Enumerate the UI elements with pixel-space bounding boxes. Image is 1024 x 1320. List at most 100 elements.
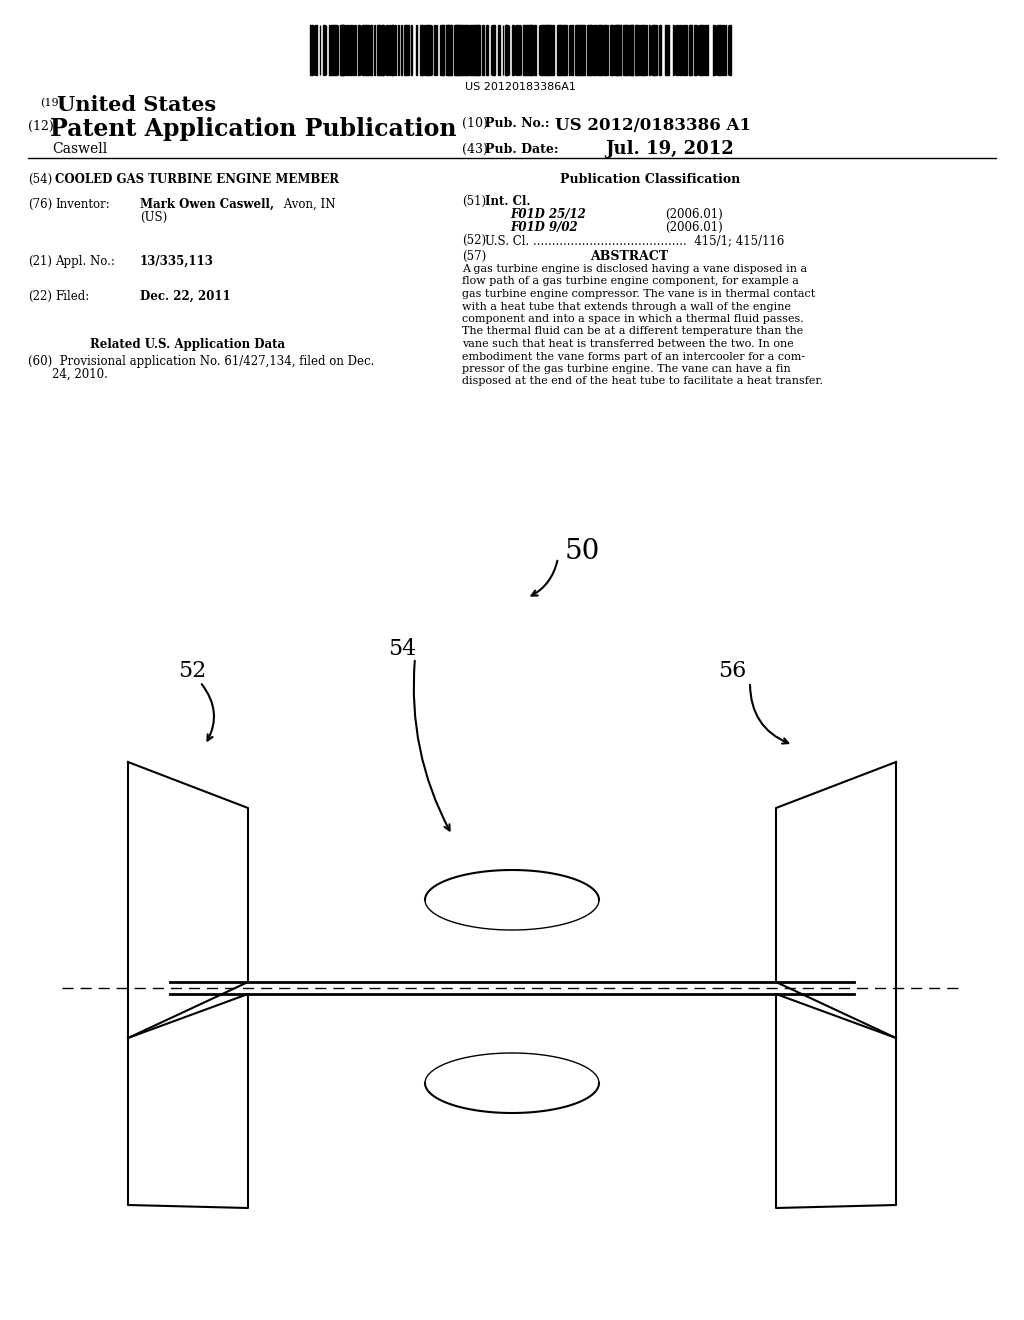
Text: Filed:: Filed: [55, 290, 89, 304]
Bar [442, 25, 443, 75]
Bar [614, 25, 617, 75]
Bar [637, 25, 639, 75]
Bar [455, 25, 457, 75]
Bar [615, 25, 618, 75]
Text: ABSTRACT: ABSTRACT [590, 249, 668, 263]
Bar [499, 25, 501, 75]
Text: Inventor:: Inventor: [55, 198, 110, 211]
Bar [545, 25, 547, 75]
Text: Pub. No.:: Pub. No.: [485, 117, 550, 129]
Bar [456, 25, 458, 75]
Bar [718, 25, 721, 75]
Text: US 2012/0183386 A1: US 2012/0183386 A1 [555, 117, 751, 135]
Bar [559, 25, 560, 75]
Text: (2006.01): (2006.01) [665, 220, 723, 234]
Text: (21): (21) [28, 255, 52, 268]
Text: US 20120183386A1: US 20120183386A1 [465, 82, 575, 92]
Bar [469, 25, 470, 75]
Bar [646, 25, 647, 75]
Text: gas turbine engine compressor. The vane is in thermal contact: gas turbine engine compressor. The vane … [462, 289, 815, 300]
Bar [464, 25, 467, 75]
Text: (43): (43) [462, 143, 487, 156]
Bar [485, 25, 487, 75]
Bar [422, 25, 423, 75]
Text: flow path of a gas turbine engine component, for example a: flow path of a gas turbine engine compon… [462, 276, 799, 286]
Bar [459, 25, 462, 75]
Bar [611, 25, 612, 75]
Bar [420, 25, 422, 75]
Bar [447, 25, 449, 75]
Text: Publication Classification: Publication Classification [560, 173, 740, 186]
Bar [446, 25, 449, 75]
Bar [689, 25, 690, 75]
Bar [581, 25, 583, 75]
Bar [652, 25, 654, 75]
Text: F01D 9/02: F01D 9/02 [510, 220, 578, 234]
Text: pressor of the gas turbine engine. The vane can have a fin: pressor of the gas turbine engine. The v… [462, 364, 791, 374]
Text: Pub. Date:: Pub. Date: [485, 143, 558, 156]
Bar [700, 25, 701, 75]
Bar [579, 25, 581, 75]
Bar [367, 25, 368, 75]
Bar [474, 25, 475, 75]
Bar [476, 25, 477, 75]
Text: F01D 25/12: F01D 25/12 [510, 209, 586, 220]
Bar [722, 25, 724, 75]
Text: with a heat tube that extends through a wall of the engine: with a heat tube that extends through a … [462, 301, 791, 312]
Text: disposed at the end of the heat tube to facilitate a heat transfer.: disposed at the end of the heat tube to … [462, 376, 823, 387]
Bar [603, 25, 606, 75]
Bar [609, 25, 612, 75]
Text: Caswell: Caswell [52, 143, 108, 156]
Bar [530, 25, 532, 75]
Bar [472, 25, 474, 75]
Bar [630, 25, 633, 75]
Bar [354, 25, 356, 75]
Bar [342, 25, 344, 75]
Bar [426, 25, 428, 75]
Bar [558, 25, 560, 75]
Text: Mark Owen Caswell,: Mark Owen Caswell, [140, 198, 274, 211]
Bar [358, 25, 359, 75]
Bar [390, 25, 393, 75]
Bar [331, 25, 333, 75]
Text: 13/335,113: 13/335,113 [140, 255, 214, 268]
Text: 50: 50 [565, 539, 600, 565]
Bar [698, 25, 700, 75]
Bar [506, 25, 508, 75]
Bar [635, 25, 637, 75]
Bar [680, 25, 681, 75]
Text: vane such that heat is transferred between the two. In one: vane such that heat is transferred betwe… [462, 339, 794, 348]
Text: (52): (52) [462, 234, 486, 247]
Text: U.S. Cl. .........................................  415/1; 415/116: U.S. Cl. ...............................… [485, 234, 784, 247]
Bar [347, 25, 349, 75]
Bar [416, 25, 418, 75]
Bar [470, 25, 472, 75]
Bar [623, 25, 625, 75]
Bar [643, 25, 645, 75]
Bar [478, 25, 480, 75]
Bar [362, 25, 365, 75]
Bar [642, 25, 644, 75]
Bar [467, 25, 468, 75]
Bar [544, 25, 545, 75]
Bar [441, 25, 442, 75]
Bar [682, 25, 683, 75]
Bar [668, 25, 669, 75]
Bar [361, 25, 364, 75]
Bar [341, 25, 344, 75]
Bar [333, 25, 335, 75]
Bar [386, 25, 387, 75]
Bar [655, 25, 656, 75]
Text: Patent Application Publication: Patent Application Publication [50, 117, 457, 141]
Bar [548, 25, 550, 75]
Text: (10): (10) [462, 117, 487, 129]
Bar [589, 25, 592, 75]
Bar [702, 25, 703, 75]
Bar [449, 25, 450, 75]
Text: United States: United States [57, 95, 216, 115]
Text: (19): (19) [40, 98, 63, 108]
Bar [561, 25, 563, 75]
Bar [632, 25, 633, 75]
Bar [408, 25, 409, 75]
Text: Appl. No.:: Appl. No.: [55, 255, 115, 268]
